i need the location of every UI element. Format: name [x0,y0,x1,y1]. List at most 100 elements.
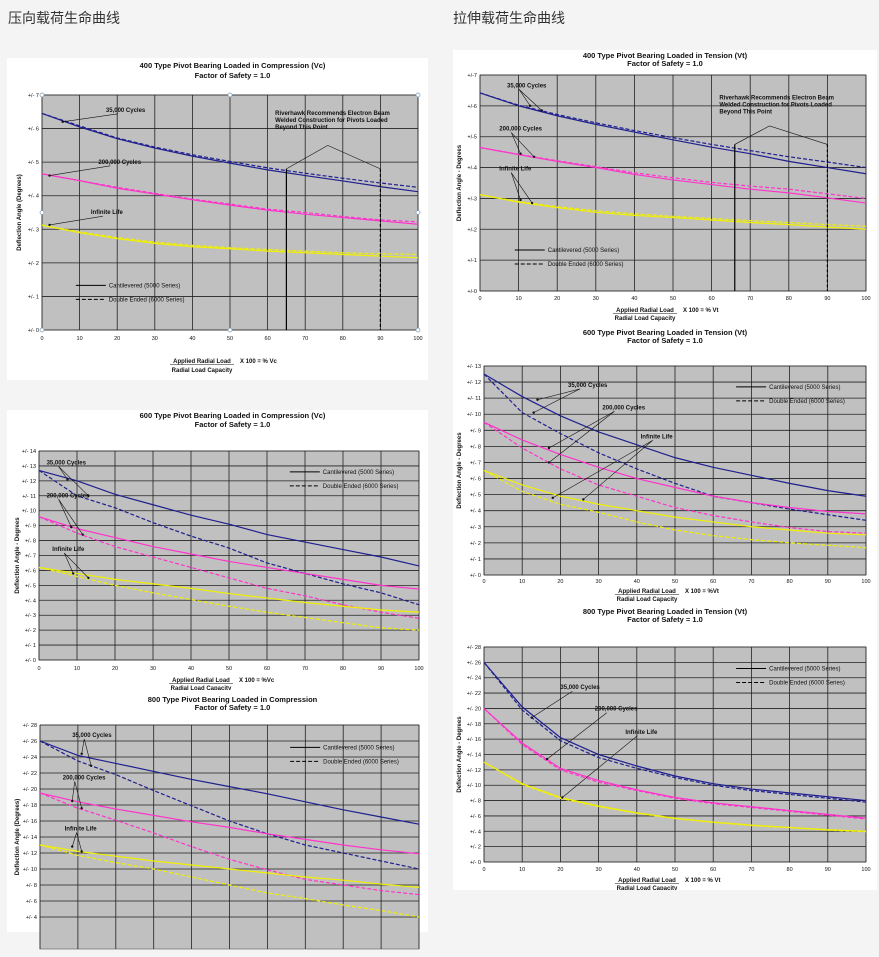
chart-2: 800 Type Pivot Bearing Loaded in Compres… [7,692,428,952]
tension-section-header: 拉伸载荷生命曲线 [453,11,565,27]
annotation-arrow [511,132,535,157]
legend-entry: Double Ended (6000 Series) [548,262,624,268]
legend-entry: Cantilevered (5000 Series) [769,385,840,391]
y-tick-label: +/- 3 [28,227,39,233]
y-tick-label: +/-4 [467,166,477,172]
x-axis-label-denominator: Radial Load Capacity [617,597,678,603]
x-tick-label: 30 [596,867,602,873]
selection-handle[interactable] [415,327,421,333]
y-tick-label: +/- 11 [22,494,36,500]
legend-entry: Cantilevered (5000 Series) [323,470,394,476]
y-tick-label: +/- 12 [22,479,36,485]
x-tick-label: 0 [37,666,40,672]
x-tick-label: 60 [709,296,715,302]
chart-5: 800 Type Pivot Bearing Loaded in Tension… [453,605,877,892]
annotation-label: 200,000 Cycles [63,775,106,781]
x-tick-label: 20 [112,666,118,672]
selection-handle[interactable] [415,210,421,215]
x-tick-label: 80 [340,336,346,342]
y-tick-label: +/- 16 [467,737,481,743]
note-arrow [286,145,328,170]
y-tick-label: +/- 10 [22,509,36,515]
arrow-head [582,498,585,501]
annotation-arrow [552,440,653,499]
y-tick-label: +/- 24 [23,755,37,761]
arrow-head [540,109,543,112]
x-tick-label: 80 [787,579,793,585]
chart-title: 400 Type Pivot Bearing Loaded in Compres… [140,61,326,70]
x-tick-label: 10 [519,867,525,873]
legend-entry: Double Ended (6000 Series) [769,399,845,405]
series-line [483,373,867,521]
series-line [41,112,419,188]
annotation-arrow [531,690,573,718]
selection-handle[interactable] [227,92,233,98]
chart-3: 400 Type Pivot Bearing Loaded in Tension… [453,50,877,350]
recommendation-note: Beyond This Point [719,110,772,116]
x-tick-label: 90 [377,336,383,342]
selection-handle[interactable] [415,92,421,98]
arrow-head [532,155,536,158]
y-tick-label: +/- 5 [470,493,481,499]
chart-svg: 400 Type Pivot Bearing Loaded in Compres… [17,61,423,374]
annotation-arrow [71,832,77,847]
y-tick-label: +/- 12 [23,851,37,857]
annotation-label: 200,000 Cycles [47,493,90,499]
annotation-arrow [64,552,89,579]
y-tick-label: +/- 10 [23,867,37,873]
series-line [38,566,420,631]
selection-handle[interactable] [227,327,233,333]
x-axis-label-denominator: Radial Load Capacity [617,886,678,890]
arrow-head [81,533,84,536]
y-tick-label: +/- 1 [470,557,481,563]
series-line [38,469,420,567]
annotation-label: Infinite Life [91,210,124,216]
chart-svg: 600 Type Pivot Bearing Loaded in Tension… [457,328,871,603]
compression-section-header: 压向载荷生命曲线 [8,11,120,27]
y-tick-label: +/- 7 [25,554,36,560]
arrow-head [547,446,551,450]
y-tick-label: +/- 7 [470,460,481,466]
legend-entry: Cantilevered (5000 Series) [769,667,840,673]
chart-svg: 800 Type Pivot Bearing Loaded in Compres… [15,695,420,950]
y-tick-label: +/- 6 [470,814,481,820]
y-tick-label: +/- 4 [26,915,37,921]
annotation-arrow [71,781,76,802]
y-axis-label: Deflection Angle (Degrees) [15,799,21,875]
series-line [41,173,419,225]
series-line [39,844,420,888]
selection-handle[interactable] [39,210,45,215]
y-tick-label: +/- 11 [467,396,481,402]
x-axis-label-formula: X 100 = % Vt [685,878,721,884]
x-tick-label: 100 [861,579,870,585]
arrow-head [530,716,533,719]
annotation-arrow [533,388,581,413]
series-line [41,224,419,256]
x-tick-label: 50 [227,336,233,342]
selection-handle[interactable] [39,92,45,98]
arrow-head [528,104,532,108]
x-axis-label-denominator: Radial Load Capacity [171,686,232,690]
x-tick-label: 40 [631,296,637,302]
x-tick-label: 60 [710,867,716,873]
y-tick-label: +/- 4 [28,194,39,200]
y-tick-label: +/- 3 [25,613,36,619]
y-tick-label: +/- 26 [467,660,481,666]
series-line [41,224,419,259]
y-tick-label: +/-3 [467,196,477,202]
selection-handle[interactable] [39,327,45,333]
chart-subtitle: Factor of Safety = 1.0 [627,59,703,68]
x-axis-label-denominator: Radial Load Capacity [615,316,676,322]
arrow-head [87,494,90,497]
series-line [483,661,867,802]
annotation-label: Infinite Life [52,547,85,553]
y-tick-label: +/- 20 [23,787,37,793]
annotation-arrow [546,712,607,760]
annotation-label: Infinite Life [65,827,98,833]
y-tick-label: +/- 6 [25,568,36,574]
arrow-head [48,223,51,227]
note-arrow [734,125,770,145]
chart-1: 600 Type Pivot Bearing Loaded in Compres… [7,410,428,692]
arrow-head [551,496,554,500]
note-arrow [769,125,828,145]
